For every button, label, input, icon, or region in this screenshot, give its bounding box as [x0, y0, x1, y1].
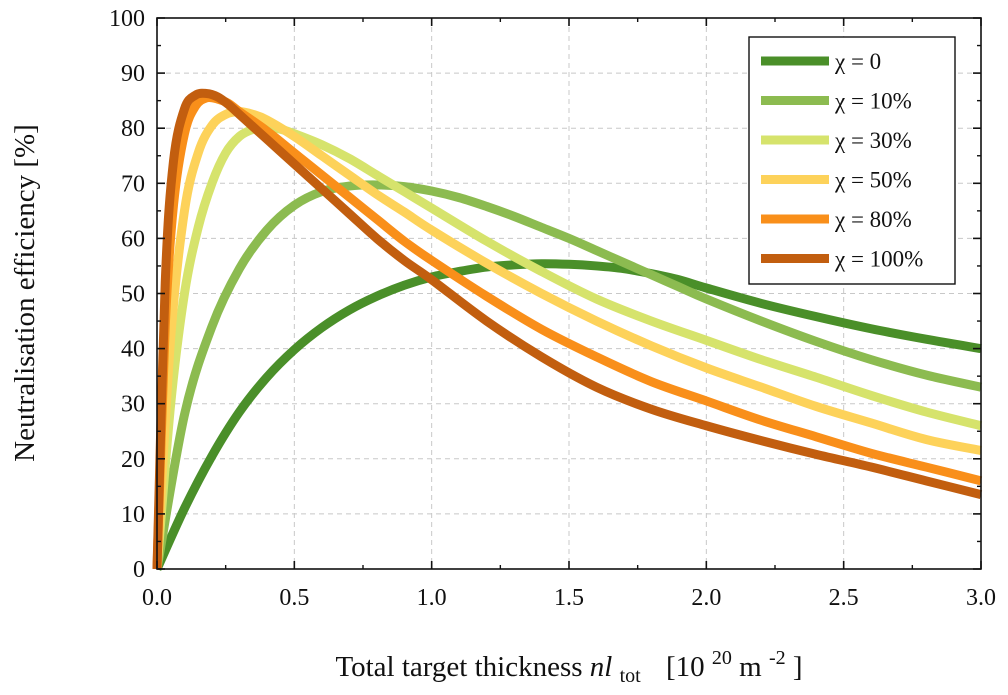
x-tick-label: 1.0	[417, 585, 447, 611]
x-tick-label: 0.0	[142, 585, 172, 611]
x-axis-label-unit-close: ]	[793, 651, 803, 683]
y-tick-label: 50	[121, 282, 145, 308]
y-tick-label: 60	[121, 226, 145, 252]
x-axis-label-sub: tot	[620, 665, 642, 687]
legend: χ = 0 χ = 10% χ = 30% χ = 50% χ = 80% χ = 100…	[748, 36, 956, 285]
series-line-2	[152, 122, 983, 570]
legend-label: χ = 50%	[834, 168, 912, 193]
ticks: 0.0 0.5 1.0 1.5 2.0 2.5 3.0 0 10 20 30 40 50 60 70 80 90…	[109, 6, 996, 611]
y-tick-label: 40	[121, 337, 145, 363]
x-axis-label-exp2: -2	[769, 647, 786, 669]
legend-label: χ = 30%	[834, 128, 912, 153]
series-line-4	[152, 92, 983, 570]
y-tick-label: 30	[121, 392, 145, 418]
y-tick-label: 20	[121, 447, 145, 473]
legend-label: χ = 80%	[834, 207, 912, 232]
x-tick-label: 0.5	[279, 585, 309, 611]
series-line-3	[152, 107, 982, 570]
x-axis-label-main: Total target thickness	[335, 651, 589, 683]
x-axis-label-unit-mid: m	[739, 651, 762, 683]
legend-label: χ = 100%	[834, 247, 923, 272]
plot-frame	[156, 17, 982, 570]
series-line-1	[152, 180, 982, 570]
y-tick-label: 70	[121, 171, 145, 197]
x-axis-label-unit-open: [10	[666, 651, 705, 683]
x-axis-label-var: nl	[590, 651, 613, 683]
legend-label: χ = 0	[834, 49, 881, 74]
legend-box	[748, 36, 956, 285]
x-axis-label-exp: 20	[712, 647, 732, 669]
y-tick-label: 100	[109, 6, 145, 32]
y-axis-label: Neutralisation efficiency [%]	[9, 124, 41, 462]
y-tick-label: 90	[121, 61, 145, 87]
series-line-5	[152, 88, 983, 570]
x-tick-label: 1.5	[554, 585, 584, 611]
y-tick-label: 0	[133, 557, 145, 583]
series-layer	[152, 88, 983, 571]
y-tick-label: 10	[121, 502, 145, 528]
y-tick-label: 80	[121, 116, 145, 142]
x-tick-label: 2.5	[829, 585, 859, 611]
legend-label: χ = 10%	[834, 89, 912, 114]
x-tick-label: 3.0	[966, 585, 996, 611]
x-tick-label: 2.0	[691, 585, 721, 611]
x-axis-label: Total target thickness nl tot [10 20 m -…	[335, 639, 802, 689]
